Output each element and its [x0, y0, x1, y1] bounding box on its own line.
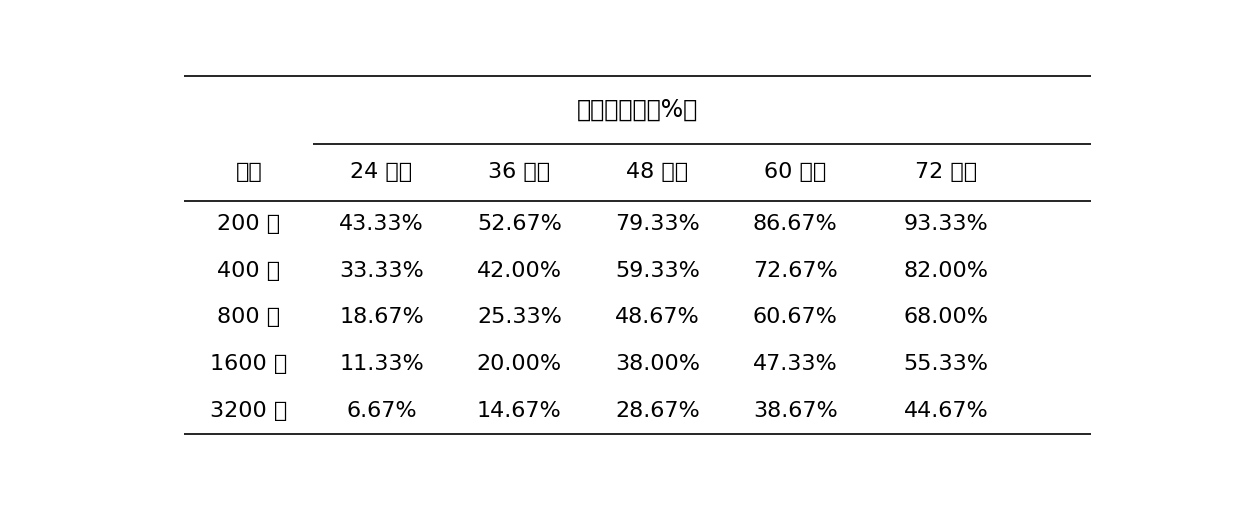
- Text: 800 倍: 800 倍: [218, 307, 280, 327]
- Text: 6.67%: 6.67%: [346, 400, 416, 421]
- Text: 33.33%: 33.33%: [339, 261, 424, 281]
- Text: 28.67%: 28.67%: [615, 400, 700, 421]
- Text: 60.67%: 60.67%: [753, 307, 838, 327]
- Text: 55.33%: 55.33%: [903, 354, 989, 374]
- Text: 24 小时: 24 小时: [351, 163, 413, 182]
- Text: 浓度: 浓度: [235, 163, 263, 182]
- Text: 82.00%: 82.00%: [903, 261, 989, 281]
- Text: 79.33%: 79.33%: [615, 214, 700, 234]
- Text: 59.33%: 59.33%: [615, 261, 700, 281]
- Text: 43.33%: 43.33%: [339, 214, 424, 234]
- Text: 1600 倍: 1600 倍: [211, 354, 287, 374]
- Text: 42.00%: 42.00%: [477, 261, 563, 281]
- Text: 400 倍: 400 倍: [218, 261, 280, 281]
- Text: 68.00%: 68.00%: [903, 307, 989, 327]
- Text: 11.33%: 11.33%: [339, 354, 424, 374]
- Text: 86.67%: 86.67%: [753, 214, 838, 234]
- Text: 20.00%: 20.00%: [477, 354, 563, 374]
- Text: 47.33%: 47.33%: [753, 354, 838, 374]
- Text: 25.33%: 25.33%: [477, 307, 561, 327]
- Text: 44.67%: 44.67%: [903, 400, 989, 421]
- Text: 18.67%: 18.67%: [339, 307, 424, 327]
- Text: 72.67%: 72.67%: [753, 261, 838, 281]
- Text: 52.67%: 52.67%: [477, 214, 561, 234]
- Text: 38.67%: 38.67%: [753, 400, 838, 421]
- Text: 38.00%: 38.00%: [615, 354, 700, 374]
- Text: 200 倍: 200 倍: [218, 214, 280, 234]
- Text: 48.67%: 48.67%: [615, 307, 700, 327]
- Text: 93.33%: 93.33%: [903, 214, 989, 234]
- Text: 3200 倍: 3200 倍: [211, 400, 287, 421]
- Text: 校正死亡率（%）: 校正死亡率（%）: [577, 98, 698, 122]
- Text: 60 小时: 60 小时: [764, 163, 826, 182]
- Text: 14.67%: 14.67%: [477, 400, 561, 421]
- Text: 48 小时: 48 小时: [626, 163, 689, 182]
- Text: 72 小时: 72 小时: [914, 163, 978, 182]
- Text: 36 小时: 36 小时: [488, 163, 550, 182]
